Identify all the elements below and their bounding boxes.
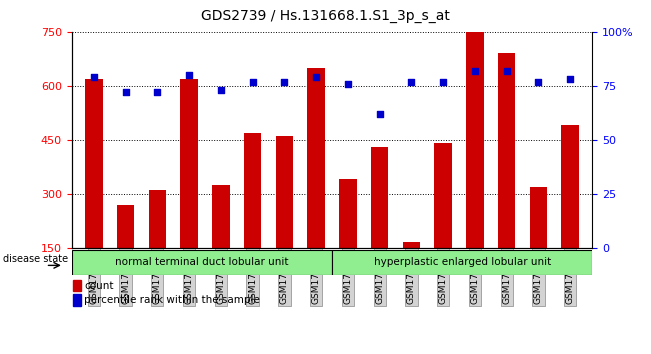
Bar [73, 295, 81, 306]
Point [120, 90, 131, 95]
Bar [434, 143, 452, 248]
Point [501, 68, 512, 74]
Point [342, 81, 353, 86]
Bar [307, 68, 325, 248]
Point [152, 90, 163, 95]
Text: normal terminal duct lobular unit: normal terminal duct lobular unit [115, 257, 288, 267]
Bar [180, 79, 198, 248]
Bar [72, 250, 332, 275]
Bar [403, 242, 420, 248]
Bar [212, 185, 230, 248]
Text: count: count [84, 281, 114, 291]
Point [406, 79, 417, 84]
Bar [148, 190, 166, 248]
Bar [371, 147, 389, 248]
Point [438, 79, 449, 84]
Bar [498, 53, 516, 248]
Point [184, 72, 194, 78]
Point [565, 76, 575, 82]
Point [374, 111, 385, 117]
Bar [73, 280, 81, 291]
Text: hyperplastic enlarged lobular unit: hyperplastic enlarged lobular unit [374, 257, 551, 267]
Bar [275, 136, 293, 248]
Point [89, 74, 99, 80]
Bar [466, 28, 484, 248]
Point [215, 87, 226, 93]
Point [279, 79, 290, 84]
Bar [332, 250, 592, 275]
Point [470, 68, 480, 74]
Bar [561, 125, 579, 248]
Bar [244, 133, 261, 248]
Bar [117, 205, 134, 248]
Point [533, 79, 544, 84]
Text: disease state: disease state [3, 254, 68, 264]
Bar [339, 179, 357, 248]
Point [311, 74, 322, 80]
Bar [85, 79, 103, 248]
Point [247, 79, 258, 84]
Text: percentile rank within the sample: percentile rank within the sample [84, 295, 260, 305]
Bar [530, 187, 547, 248]
Text: GDS2739 / Hs.131668.1.S1_3p_s_at: GDS2739 / Hs.131668.1.S1_3p_s_at [201, 9, 450, 23]
